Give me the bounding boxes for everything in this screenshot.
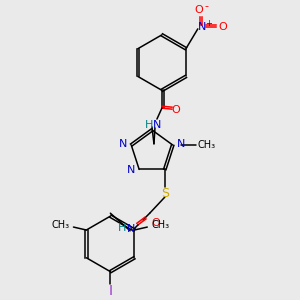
Text: N: N — [153, 120, 161, 130]
Text: +: + — [205, 20, 212, 28]
Text: N: N — [198, 22, 206, 32]
Text: O: O — [194, 5, 203, 15]
Text: -: - — [205, 1, 209, 11]
Text: H: H — [118, 223, 126, 233]
Text: N: N — [119, 139, 128, 149]
Text: CH₃: CH₃ — [52, 220, 70, 230]
Text: H: H — [145, 120, 153, 130]
Text: O: O — [152, 218, 160, 228]
Text: I: I — [108, 284, 112, 298]
Text: N: N — [176, 139, 185, 149]
Text: N: N — [127, 165, 135, 176]
Text: CH₃: CH₃ — [151, 220, 169, 230]
Text: CH₃: CH₃ — [197, 140, 215, 150]
Text: O: O — [171, 105, 180, 115]
Text: N: N — [127, 224, 135, 234]
Text: S: S — [161, 187, 169, 200]
Text: O: O — [218, 22, 227, 32]
